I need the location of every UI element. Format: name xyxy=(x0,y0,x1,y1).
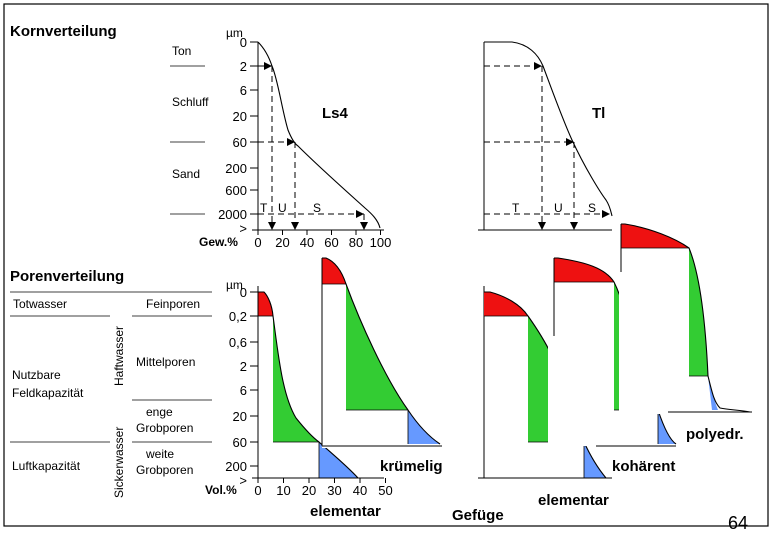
korn-unit: µm xyxy=(226,26,243,40)
korn-y-tick-label: 0 xyxy=(240,35,247,50)
label-sand: Sand xyxy=(172,167,200,181)
label-grobporen-weite: Grobporen xyxy=(136,463,193,477)
poren-x-tick-label: 10 xyxy=(276,483,290,498)
korn-x-ticks: 0 20 40 60 80 100 xyxy=(254,230,391,250)
poren-legend-table: Totwasser Feinporen Haftwasser Mittelpor… xyxy=(10,291,212,498)
label-enge: enge xyxy=(146,405,173,419)
label-grobporen-enge: Grobporen xyxy=(136,421,193,435)
ls4-u: U xyxy=(278,201,287,215)
label-sickerwasser: Sickerwasser xyxy=(112,427,126,498)
poren-unit: µm xyxy=(226,278,243,292)
poren-y-tick-label: 0,6 xyxy=(229,335,247,350)
label-luftkap: Luftkapazität xyxy=(12,459,81,473)
korn-y-tick-label: 2000 xyxy=(218,207,247,222)
ls4-s: S xyxy=(313,201,321,215)
poren-x-tick-label: 50 xyxy=(378,483,392,498)
poren-y-tick-label: > xyxy=(239,473,247,488)
label-kohaerent: kohärent xyxy=(612,458,675,475)
korn-y-tick-label: 20 xyxy=(233,109,247,124)
poren-x-tick-label: 40 xyxy=(353,483,367,498)
chart-ls4: T U S Ls4 xyxy=(252,41,384,231)
label-feldkap: Feldkapazität xyxy=(12,386,84,400)
label-ton: Ton xyxy=(172,44,191,58)
chart-kruemelig: krümelig xyxy=(321,257,443,475)
page-number: 64 xyxy=(728,513,748,533)
label-kruemelig: krümelig xyxy=(380,458,443,475)
poren-y-tick-label: 200 xyxy=(225,459,247,474)
chart-polyedr: polyedr. xyxy=(619,222,754,443)
label-weite: weite xyxy=(145,447,174,461)
poren-y-tick-label: 2 xyxy=(240,359,247,374)
poren-x-ticks: 0 10 20 30 40 50 xyxy=(254,478,393,498)
label-nutzbare: Nutzbare xyxy=(12,368,61,382)
label-polyedr: polyedr. xyxy=(686,426,744,443)
korn-y-tick-label: 600 xyxy=(225,183,247,198)
korn-x-tick-label: 100 xyxy=(370,235,392,250)
vol-label: Vol.% xyxy=(205,483,237,497)
label-haftwasser: Haftwasser xyxy=(112,326,126,386)
poren-title: Porenverteilung xyxy=(10,268,124,285)
chart-elementar-left xyxy=(252,286,384,479)
poren-x-tick-label: 30 xyxy=(327,483,341,498)
poren-y-tick-label: 6 xyxy=(240,383,247,398)
tl-u: U xyxy=(554,201,563,215)
poren-y-tick-label: 0,2 xyxy=(229,309,247,324)
korn-y-tick-label: 200 xyxy=(225,161,247,176)
poren-x-tick-label: 0 xyxy=(254,483,261,498)
korn-y-tick-label: 60 xyxy=(233,135,247,150)
tl-s: S xyxy=(588,201,596,215)
chart-tl: T U S Tl xyxy=(478,41,613,231)
label-totwasser: Totwasser xyxy=(13,297,67,311)
korn-x-tick-label: 0 xyxy=(254,235,261,250)
ls4-label: Ls4 xyxy=(322,105,349,122)
poren-y-tick-label: 20 xyxy=(233,409,247,424)
poren-y-ticks: 0 0,2 0,6 2 6 20 60 200> xyxy=(225,285,258,488)
korn-x-tick-label: 20 xyxy=(275,235,289,250)
label-elementar-1: elementar xyxy=(310,503,381,520)
poren-y-tick-label: 60 xyxy=(233,435,247,450)
korn-y-ticks: 0 2 6 20 60 200 600 2000> xyxy=(218,35,258,236)
korn-y-tick-label: > xyxy=(239,221,247,236)
gew-label: Gew.% xyxy=(199,235,238,249)
korn-title: Kornverteilung xyxy=(10,23,117,40)
korn-x-tick-label: 80 xyxy=(349,235,363,250)
label-elementar-2: elementar xyxy=(538,492,609,509)
poren-y-tick-label: 0 xyxy=(240,285,247,300)
label-gefuege: Gefüge xyxy=(452,507,504,524)
tl-label: Tl xyxy=(592,105,605,122)
frame xyxy=(3,3,769,527)
poren-x-tick-label: 20 xyxy=(302,483,316,498)
ls4-t: T xyxy=(260,201,268,215)
label-mittelporen: Mittelporen xyxy=(136,355,195,369)
korn-y-tick-label: 2 xyxy=(240,59,247,74)
korn-y-tick-label: 6 xyxy=(240,83,247,98)
label-schluff: Schluff xyxy=(172,95,209,109)
korn-x-tick-label: 60 xyxy=(324,235,338,250)
label-feinporen: Feinporen xyxy=(146,297,200,311)
tl-t: T xyxy=(512,201,520,215)
korn-x-tick-label: 40 xyxy=(300,235,314,250)
